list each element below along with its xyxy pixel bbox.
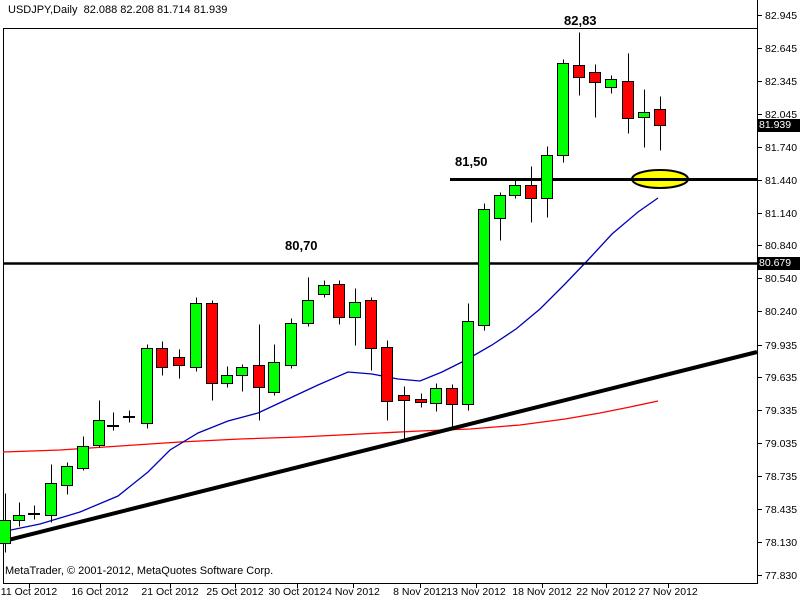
candle-body — [61, 466, 73, 486]
candle-body — [190, 303, 202, 368]
candle-body — [605, 79, 617, 88]
candle-body — [0, 520, 11, 544]
candle-body — [509, 185, 521, 196]
candle-doji — [28, 513, 40, 515]
candle-body — [573, 65, 585, 78]
candle-body — [45, 483, 57, 516]
candle-body — [478, 209, 490, 326]
candle-body — [541, 155, 553, 199]
candle-body — [13, 515, 25, 521]
candle-body — [333, 284, 345, 318]
candle-body — [221, 375, 233, 384]
candle-body — [446, 388, 458, 405]
candle-body — [236, 367, 248, 376]
candle-body — [156, 348, 168, 368]
candle-body — [398, 395, 410, 401]
candle-body — [173, 357, 185, 366]
candle-body — [141, 348, 153, 424]
candle-body — [77, 446, 89, 469]
candle-body — [494, 195, 506, 219]
candle-doji — [123, 416, 135, 418]
candle-body — [268, 362, 280, 393]
candle-body — [206, 303, 218, 384]
candle-body — [415, 399, 427, 403]
ma-blue-line — [5, 197, 659, 532]
candle-body — [654, 109, 666, 126]
candle-body — [93, 420, 105, 446]
candle-body — [525, 185, 537, 199]
candle-body — [381, 347, 393, 402]
candle-body — [557, 63, 569, 156]
candle-body — [349, 302, 361, 318]
candle-body — [365, 300, 377, 349]
candle-body — [430, 388, 442, 404]
ma-red-line — [2, 400, 659, 453]
candle-body — [622, 81, 634, 119]
candle-body — [302, 300, 314, 324]
candle-body — [285, 323, 297, 366]
candle-body — [253, 365, 265, 388]
candle-body — [318, 285, 330, 295]
trendline — [0, 350, 758, 544]
candle-body — [638, 112, 650, 118]
candle-body — [589, 72, 601, 83]
candle-body — [462, 321, 474, 405]
candle-doji — [107, 425, 119, 427]
